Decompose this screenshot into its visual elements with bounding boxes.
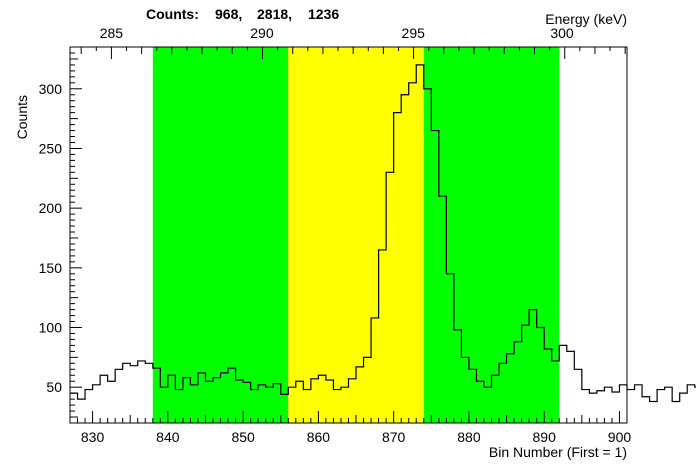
counts-value-peak: 2818, — [257, 6, 292, 22]
counts-label: Counts: — [146, 6, 199, 22]
top-tick-label: 285 — [100, 25, 124, 41]
region-bands — [152, 47, 560, 423]
y-axis-title: Counts — [14, 95, 30, 139]
histogram-line — [70, 64, 696, 403]
y-tick-label: 300 — [39, 81, 63, 97]
y-tick-label: 200 — [39, 200, 63, 216]
x-axis-title: Bin Number (First = 1) — [489, 444, 627, 460]
y-tick-label: 250 — [39, 140, 63, 156]
top-axis-ticks: 285 290 295 300 — [80, 25, 626, 59]
x-tick-label: 900 — [608, 429, 632, 445]
top-tick-label: 295 — [402, 25, 426, 41]
y-tick-label: 50 — [46, 379, 62, 395]
top-tick-label: 290 — [250, 25, 274, 41]
counts-value-right: 1236 — [308, 6, 339, 22]
x-tick-label: 890 — [533, 429, 557, 445]
x-tick-label: 880 — [457, 429, 481, 445]
x-axis-ticks: 830 840 850 860 870 880 890 900 — [69, 411, 632, 445]
x-tick-label: 830 — [81, 429, 105, 445]
region-background-left — [152, 47, 289, 423]
x-tick-label: 840 — [156, 429, 180, 445]
y-axis-ticks: 50 100 150 200 250 300 — [39, 46, 82, 418]
top-tick-label: 300 — [550, 25, 574, 41]
x-tick-label: 860 — [307, 429, 331, 445]
x-tick-label: 870 — [382, 429, 406, 445]
x-tick-label: 850 — [231, 429, 255, 445]
y-tick-label: 100 — [39, 320, 63, 336]
y-tick-label: 150 — [39, 260, 63, 276]
counts-value-left: 968, — [215, 6, 242, 22]
top-axis-title: Energy (keV) — [545, 11, 627, 27]
region-background-right — [423, 47, 560, 423]
